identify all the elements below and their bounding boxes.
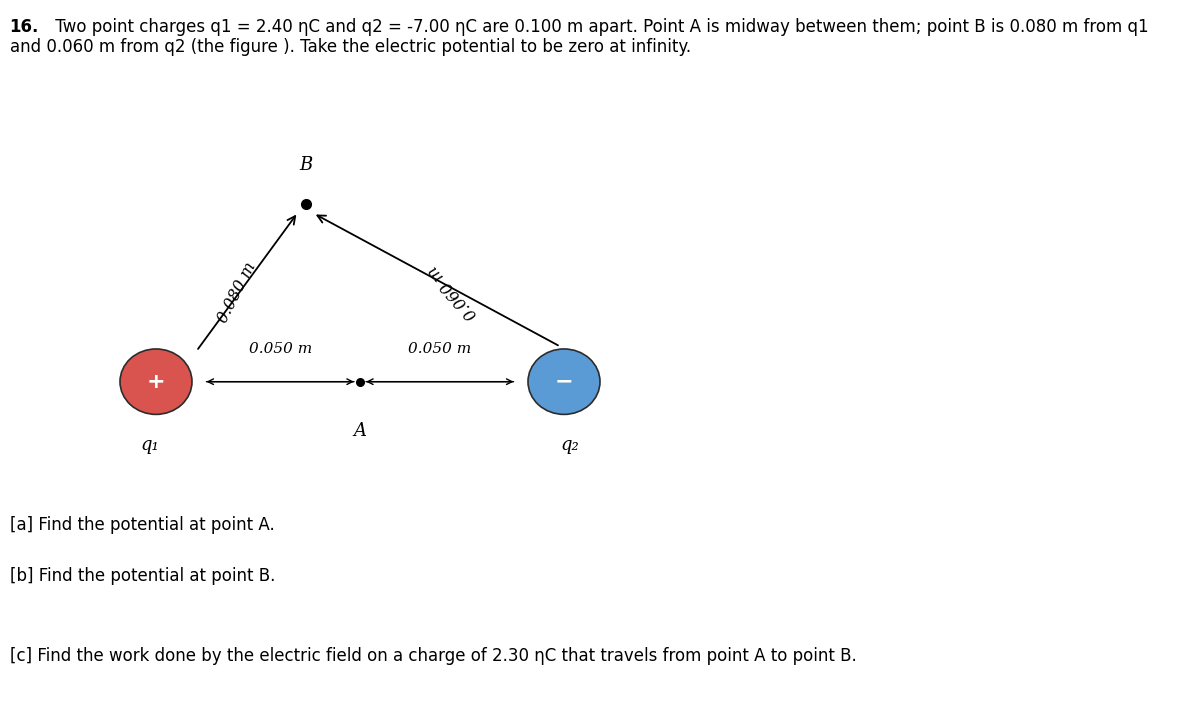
Ellipse shape — [120, 349, 192, 414]
Text: [b] Find the potential at point B.: [b] Find the potential at point B. — [10, 567, 275, 585]
Text: 0.080 m: 0.080 m — [215, 260, 259, 326]
Text: 0.050 m: 0.050 m — [408, 342, 472, 356]
Text: [c] Find the work done by the electric field on a charge of 2.30 ηC that travels: [c] Find the work done by the electric f… — [10, 647, 857, 665]
Text: q₁: q₁ — [140, 436, 160, 454]
Text: 0.050 m: 0.050 m — [248, 342, 312, 356]
Text: A: A — [354, 422, 366, 440]
Text: +: + — [146, 371, 166, 392]
Text: 16.: 16. — [10, 18, 38, 36]
Text: −: − — [554, 371, 574, 392]
Text: q₂: q₂ — [560, 436, 580, 454]
Text: Two point charges q1 = 2.40 ηC and q2 = -7.00 ηC are 0.100 m apart. Point A is m: Two point charges q1 = 2.40 ηC and q2 = … — [50, 18, 1150, 36]
Text: and 0.060 m from q2 (the figure ). Take the electric potential to be zero at inf: and 0.060 m from q2 (the figure ). Take … — [10, 38, 691, 56]
Ellipse shape — [528, 349, 600, 414]
Text: 0.060 m: 0.060 m — [425, 262, 481, 323]
Text: [a] Find the potential at point A.: [a] Find the potential at point A. — [10, 516, 275, 534]
Text: B: B — [299, 156, 313, 174]
